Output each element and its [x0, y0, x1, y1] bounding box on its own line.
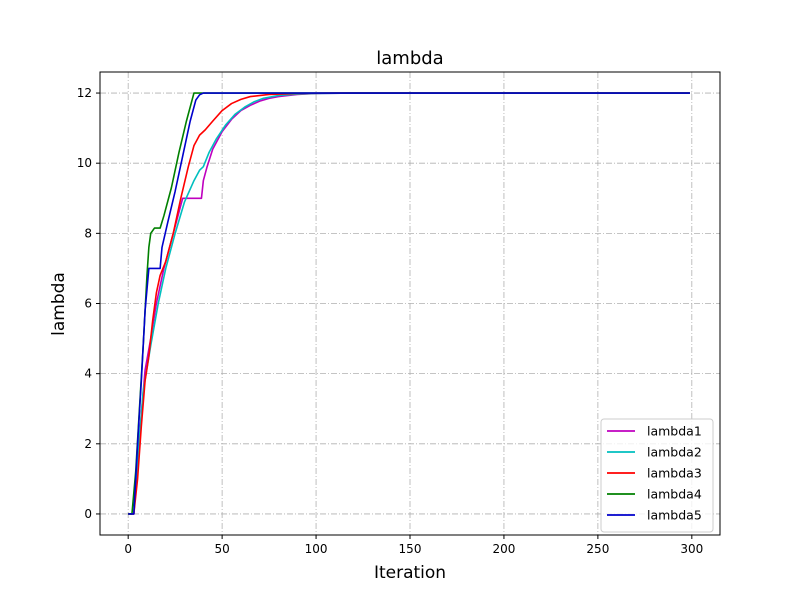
legend-label-lambda1: lambda1: [647, 424, 702, 439]
x-tick-label: 50: [214, 542, 229, 556]
series-lines: [128, 92, 690, 515]
x-axis-label: Iteration: [374, 563, 446, 583]
y-tick-label: 6: [84, 297, 92, 311]
x-tick-label: 250: [586, 542, 609, 556]
x-tick-label: 150: [399, 542, 422, 556]
y-tick-label: 0: [84, 507, 92, 521]
x-tick-label: 200: [492, 542, 515, 556]
y-tick-label: 10: [77, 156, 92, 170]
x-tick-label: 0: [124, 542, 132, 556]
series-line-lambda3: [128, 92, 690, 515]
legend: lambda1 lambda2 lambda3 lambda4 lambda5: [600, 418, 714, 533]
axis-ticks: 0 50 100 150 200 250 300 0 2 4 6 8 10 12: [77, 86, 704, 556]
y-tick-label: 4: [84, 367, 92, 381]
y-tick-label: 2: [84, 437, 92, 451]
legend-label-lambda3: lambda3: [647, 466, 702, 481]
y-tick-label: 12: [77, 86, 92, 100]
series-line-lambda5: [128, 92, 690, 515]
y-tick-label: 8: [84, 226, 92, 240]
y-axis-label: lambda: [49, 272, 69, 336]
x-tick-label: 300: [680, 542, 703, 556]
legend-label-lambda4: lambda4: [647, 487, 702, 502]
legend-box: [600, 418, 714, 533]
legend-label-lambda5: lambda5: [647, 508, 702, 523]
chart-title: lambda: [376, 48, 443, 69]
legend-label-lambda2: lambda2: [647, 445, 702, 460]
x-tick-label: 100: [305, 542, 328, 556]
